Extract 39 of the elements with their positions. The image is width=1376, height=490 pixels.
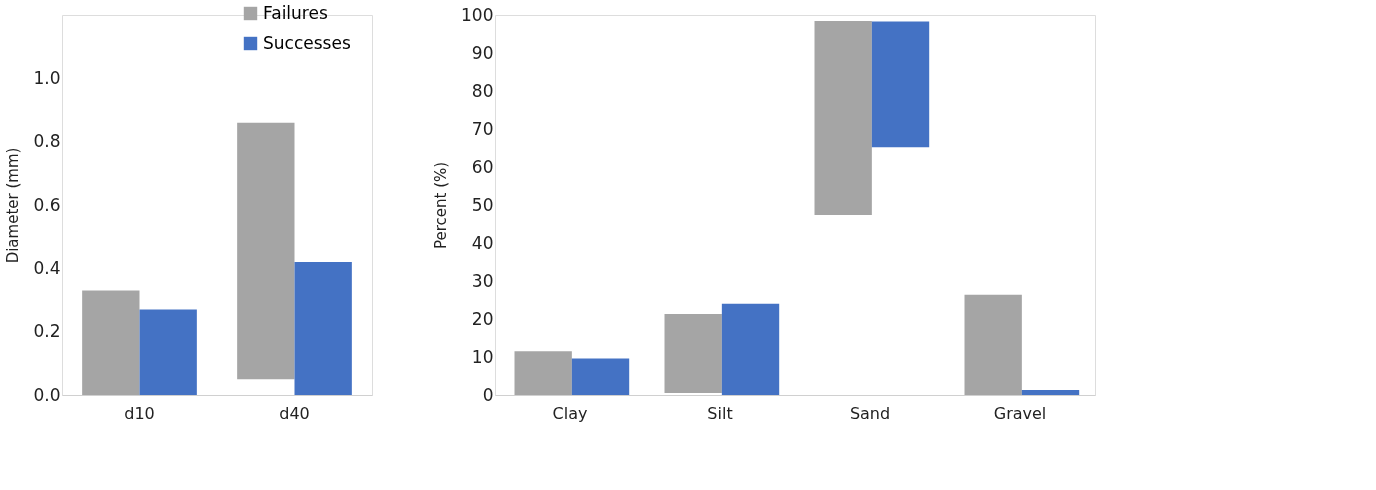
y-axis-title: Percent (%) [432, 161, 451, 250]
y-tick-label: 0.4 [33, 257, 61, 278]
bar [814, 21, 872, 215]
legend-label: Successes [263, 32, 351, 53]
x-tick-label: Clay [552, 403, 588, 423]
bar [664, 314, 722, 394]
y-tick-label: 0 [482, 384, 494, 405]
y-tick-label: 0.6 [33, 194, 61, 215]
bar [514, 351, 572, 395]
y-tick-label: 70 [471, 118, 494, 139]
x-tick-label: d40 [279, 403, 310, 423]
bar [82, 290, 140, 395]
bar [294, 262, 352, 395]
x-tick-label: d10 [124, 403, 155, 423]
x-tick-label: Gravel [993, 403, 1047, 423]
y-tick-label: 60 [471, 156, 494, 177]
y-tick-label: 30 [471, 270, 494, 291]
bar [139, 309, 197, 395]
y-tick-label: 0.2 [33, 321, 61, 342]
y-tick-label: 20 [471, 308, 494, 329]
bar [571, 358, 630, 395]
bar [1021, 390, 1080, 395]
bar [721, 303, 780, 395]
x-tick-label: Sand [849, 403, 891, 423]
y-tick-label: 100 [461, 4, 494, 25]
y-tick-label: 0.8 [33, 131, 61, 152]
y-tick-label: 50 [471, 194, 494, 215]
y-tick-label: 80 [471, 80, 494, 101]
x-tick-label: Silt [707, 403, 733, 423]
y-tick-label: 1.0 [33, 67, 61, 88]
bar [237, 122, 295, 380]
bar [871, 21, 930, 148]
legend-label: Failures [263, 2, 328, 23]
bar [964, 294, 1022, 395]
y-tick-label: 0.0 [33, 384, 61, 405]
y-tick-label: 90 [471, 42, 494, 63]
y-tick-label: 10 [471, 346, 494, 367]
y-axis-title: Diameter (mm) [4, 147, 23, 264]
y-tick-label: 40 [471, 232, 494, 253]
